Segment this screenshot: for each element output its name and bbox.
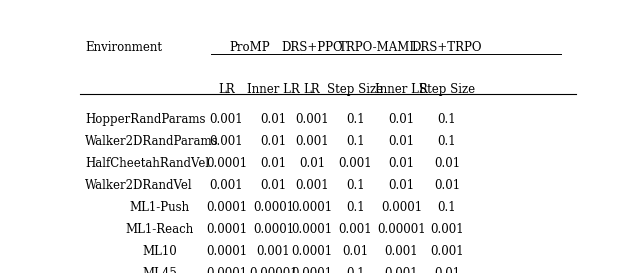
Text: 0.0001: 0.0001 xyxy=(292,223,333,236)
Text: 0.01: 0.01 xyxy=(342,245,369,258)
Text: DRS+PPO: DRS+PPO xyxy=(282,41,343,54)
Text: 0.0001: 0.0001 xyxy=(292,267,333,273)
Text: 0.1: 0.1 xyxy=(438,113,456,126)
Text: 0.01: 0.01 xyxy=(388,157,415,170)
Text: 0.01: 0.01 xyxy=(260,113,287,126)
Text: 0.01: 0.01 xyxy=(260,157,287,170)
Text: 0.00001: 0.00001 xyxy=(377,223,426,236)
Text: 0.0001: 0.0001 xyxy=(253,201,294,214)
Text: ML1-Reach: ML1-Reach xyxy=(125,223,193,236)
Text: 0.1: 0.1 xyxy=(438,201,456,214)
Text: 0.001: 0.001 xyxy=(339,223,372,236)
Text: HopperRandParams: HopperRandParams xyxy=(85,113,205,126)
Text: 0.001: 0.001 xyxy=(385,245,418,258)
Text: Inner LR: Inner LR xyxy=(247,83,300,96)
Text: Inner LR: Inner LR xyxy=(375,83,428,96)
Text: 0.0001: 0.0001 xyxy=(381,201,422,214)
Text: DRS+TRPO: DRS+TRPO xyxy=(412,41,483,54)
Text: ProMP: ProMP xyxy=(230,41,270,54)
Text: 0.001: 0.001 xyxy=(295,179,329,192)
Text: Environment: Environment xyxy=(85,41,162,54)
Text: 0.0001: 0.0001 xyxy=(292,201,333,214)
Text: 0.001: 0.001 xyxy=(430,223,464,236)
Text: 0.0001: 0.0001 xyxy=(205,223,247,236)
Text: 0.01: 0.01 xyxy=(434,179,460,192)
Text: 0.1: 0.1 xyxy=(438,135,456,148)
Text: 0.001: 0.001 xyxy=(209,179,243,192)
Text: 0.0001: 0.0001 xyxy=(253,223,294,236)
Text: 0.1: 0.1 xyxy=(346,179,365,192)
Text: Step Size: Step Size xyxy=(327,83,383,96)
Text: HalfCheetahRandVel: HalfCheetahRandVel xyxy=(85,157,209,170)
Text: 0.001: 0.001 xyxy=(295,135,329,148)
Text: 0.1: 0.1 xyxy=(346,267,365,273)
Text: 0.001: 0.001 xyxy=(209,113,243,126)
Text: 0.00001: 0.00001 xyxy=(249,267,298,273)
Text: Step Size: Step Size xyxy=(419,83,475,96)
Text: 0.01: 0.01 xyxy=(299,157,325,170)
Text: 0.001: 0.001 xyxy=(295,113,329,126)
Text: ML10: ML10 xyxy=(142,245,177,258)
Text: 0.001: 0.001 xyxy=(385,267,418,273)
Text: 0.001: 0.001 xyxy=(339,157,372,170)
Text: 0.01: 0.01 xyxy=(260,135,287,148)
Text: 0.001: 0.001 xyxy=(257,245,291,258)
Text: LR: LR xyxy=(218,83,235,96)
Text: 0.01: 0.01 xyxy=(388,113,415,126)
Text: 0.0001: 0.0001 xyxy=(205,157,247,170)
Text: Walker2DRandParams: Walker2DRandParams xyxy=(85,135,219,148)
Text: 0.01: 0.01 xyxy=(388,179,415,192)
Text: 0.1: 0.1 xyxy=(346,135,365,148)
Text: 0.01: 0.01 xyxy=(260,179,287,192)
Text: 0.01: 0.01 xyxy=(434,267,460,273)
Text: 0.0001: 0.0001 xyxy=(292,245,333,258)
Text: 0.1: 0.1 xyxy=(346,201,365,214)
Text: 0.01: 0.01 xyxy=(388,135,415,148)
Text: ML45: ML45 xyxy=(142,267,177,273)
Text: TRPO-MAML: TRPO-MAML xyxy=(339,41,418,54)
Text: ML1-Push: ML1-Push xyxy=(129,201,189,214)
Text: Walker2DRandVel: Walker2DRandVel xyxy=(85,179,193,192)
Text: 0.1: 0.1 xyxy=(346,113,365,126)
Text: 0.001: 0.001 xyxy=(430,245,464,258)
Text: 0.0001: 0.0001 xyxy=(205,201,247,214)
Text: 0.001: 0.001 xyxy=(209,135,243,148)
Text: 0.01: 0.01 xyxy=(434,157,460,170)
Text: 0.0001: 0.0001 xyxy=(205,245,247,258)
Text: LR: LR xyxy=(304,83,321,96)
Text: 0.0001: 0.0001 xyxy=(205,267,247,273)
